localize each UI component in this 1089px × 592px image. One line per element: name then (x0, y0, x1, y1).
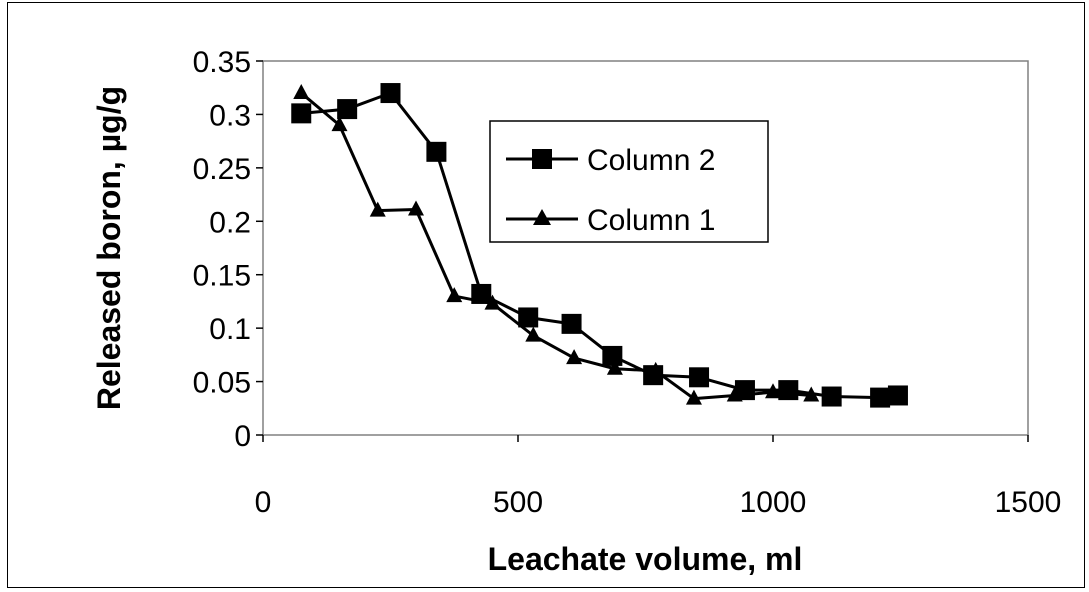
data-point-column-1 (566, 349, 583, 365)
x-tick-label: 1000 (740, 486, 807, 519)
data-point-column-1 (525, 326, 542, 342)
plot-area (262, 60, 1029, 436)
data-point-column-2 (821, 386, 842, 407)
y-tick-label: 0.15 (193, 260, 251, 293)
data-point-column-2 (471, 283, 492, 304)
data-point-column-2 (561, 313, 582, 334)
data-point-column-2 (291, 103, 312, 124)
data-point-column-2 (426, 141, 447, 162)
legend-label-column-1: Column 1 (587, 204, 715, 237)
data-point-column-1 (293, 84, 310, 100)
data-point-column-2 (380, 83, 401, 104)
chart-frame (7, 2, 1085, 588)
legend-label-column-2: Column 2 (587, 144, 715, 177)
data-point-column-1 (484, 294, 501, 310)
y-tick-label: 0.1 (209, 313, 251, 346)
data-point-column-2 (518, 307, 539, 328)
data-point-column-1 (446, 287, 463, 303)
data-point-column-1 (331, 116, 348, 132)
series-line-column-1 (300, 91, 812, 401)
data-point-column-1 (369, 201, 386, 217)
data-point-column-2 (643, 365, 664, 386)
data-point-column-2 (602, 345, 623, 366)
x-axis-title: Leachate volume, ml (488, 541, 803, 577)
data-point-column-1 (606, 359, 623, 375)
y-axis-title: Released boron, µg/g (91, 86, 127, 410)
y-axis-ticks: 0 0.05 0.1 0.15 0.2 0.25 0.3 0.35 (193, 46, 263, 453)
legend: Column 2 Column 1 (489, 120, 769, 243)
data-point-column-2 (689, 367, 710, 388)
series-layer (291, 83, 908, 408)
y-tick-label: 0.35 (193, 46, 251, 79)
x-tick-label: 500 (493, 486, 543, 519)
data-point-column-1 (408, 200, 424, 216)
x-tick-label: 1500 (995, 486, 1062, 519)
y-tick-label: 0.25 (193, 153, 251, 186)
data-point-column-2 (887, 385, 908, 406)
data-point-column-2 (734, 380, 755, 401)
data-point-column-2 (337, 99, 358, 120)
data-point-column-1 (685, 389, 702, 405)
x-tick-label: 0 (255, 486, 272, 519)
data-point-column-2 (870, 387, 891, 408)
legend-marker-square (532, 149, 552, 169)
y-tick-label: 0.05 (193, 367, 251, 400)
x-axis-ticks: 0 500 1000 1500 (255, 435, 1062, 519)
y-tick-label: 0.3 (209, 99, 251, 132)
data-point-column-2 (778, 380, 799, 401)
y-tick-label: 0 (234, 420, 251, 453)
y-tick-label: 0.2 (209, 206, 251, 239)
legend-marker-triangle (533, 209, 551, 225)
